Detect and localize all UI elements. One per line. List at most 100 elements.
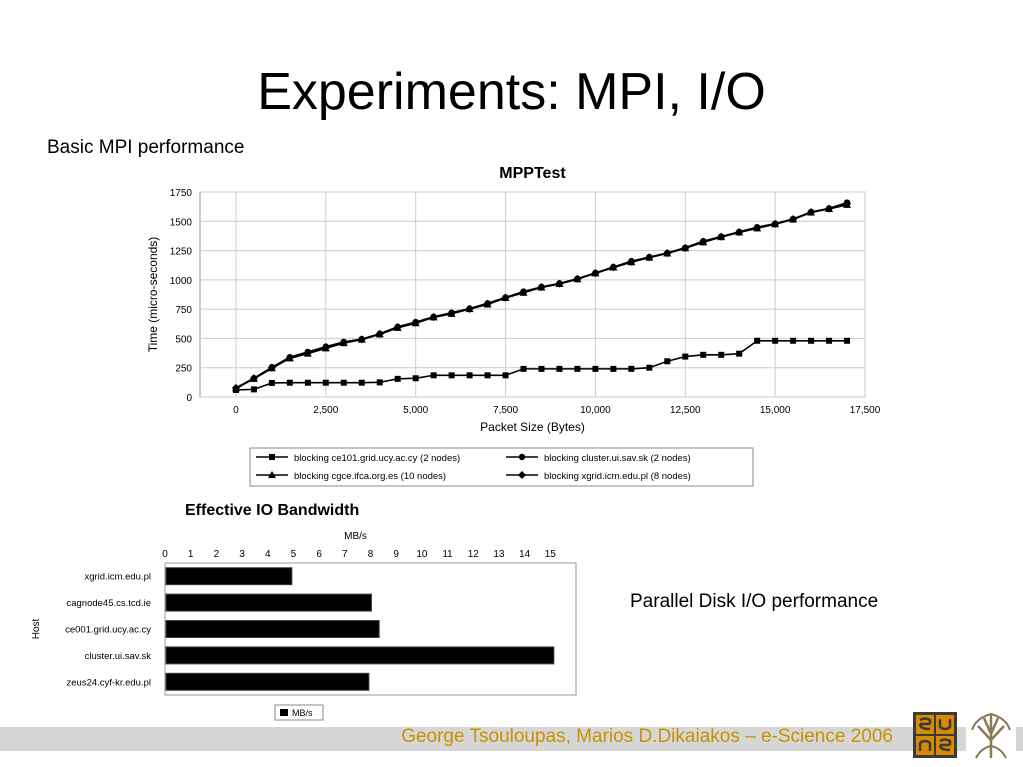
bar-x-tick-label: 6	[316, 549, 322, 560]
data-point	[411, 318, 420, 327]
bar-category-label: cluster.ui.sav.sk	[85, 651, 152, 662]
data-point	[609, 263, 618, 272]
data-point	[556, 365, 563, 372]
x-tick-label: 12,500	[670, 405, 701, 416]
bar-legend-label: MB/s	[292, 708, 313, 718]
data-point	[286, 379, 293, 386]
legend-marker	[518, 453, 526, 461]
data-point	[267, 363, 276, 372]
data-point	[843, 199, 852, 208]
data-point	[591, 269, 600, 278]
x-tick-label: 0	[233, 405, 239, 416]
data-point	[483, 299, 492, 308]
data-point	[807, 208, 816, 217]
data-point	[681, 243, 690, 252]
data-point	[574, 365, 581, 372]
data-point	[645, 253, 654, 262]
bar-x-tick-label: 8	[368, 549, 374, 560]
data-point	[466, 372, 473, 379]
legend-label: blocking cluster.ui.sav.sk (2 nodes)	[544, 453, 691, 464]
bar-x-tick-label: 1	[188, 549, 194, 560]
x-tick-label: 17,500	[850, 405, 880, 416]
bar	[165, 672, 370, 691]
line-chart-legend: blocking ce101.grid.ucy.ac.cy (2 nodes) b…	[249, 447, 754, 487]
data-point	[573, 274, 582, 283]
data-point	[285, 353, 294, 362]
data-point	[663, 249, 672, 258]
data-point	[519, 288, 528, 297]
data-point	[249, 374, 258, 383]
data-point	[826, 337, 833, 344]
bar-legend-swatch	[280, 709, 288, 716]
legend-label: blocking xgrid.icm.edu.pl (8 nodes)	[544, 471, 691, 482]
data-point	[717, 232, 726, 241]
y-tick-label: 0	[186, 393, 192, 404]
data-point	[790, 337, 797, 344]
data-point	[465, 304, 474, 313]
data-point	[646, 364, 653, 371]
data-point	[357, 335, 366, 344]
data-point	[520, 365, 527, 372]
data-point	[772, 337, 779, 344]
y-tick-label: 750	[175, 305, 192, 316]
data-point	[699, 237, 708, 246]
data-point	[340, 379, 347, 386]
legend-marker	[268, 471, 276, 478]
egee-logo-icon	[913, 712, 957, 758]
mpptest-line-chart: MPPTest 0 2,500 5,000 7,500 10,000 12,500 15,00…	[146, 165, 880, 487]
bar-x-tick-label: 11	[442, 549, 453, 560]
bar	[165, 620, 380, 638]
mpi-subtitle: Basic MPI performance	[47, 137, 245, 158]
data-point	[610, 365, 617, 372]
footer-credit: George Tsouloupas, Marios D.Dikaiakos – …	[401, 726, 893, 747]
series-0	[232, 337, 851, 393]
data-point	[718, 351, 725, 358]
y-tick-label: 1250	[170, 247, 193, 258]
data-point	[250, 386, 257, 393]
data-point	[430, 372, 437, 379]
series-3	[231, 199, 852, 392]
legend-marker	[518, 471, 526, 479]
data-point	[394, 375, 401, 382]
bar-x-tick-label: 2	[214, 549, 220, 560]
data-point	[447, 309, 456, 318]
data-point	[844, 337, 851, 344]
bar-x-tick-label: 13	[493, 549, 505, 560]
data-point	[322, 379, 329, 386]
bar-legend-box	[274, 704, 324, 721]
legend-marker	[269, 454, 275, 460]
x-tick-label: 5,000	[403, 405, 428, 416]
legend-label: blocking cgce.ifca.org.es (10 nodes)	[294, 471, 446, 482]
y-tick-label: 1500	[170, 217, 193, 228]
data-point	[592, 365, 599, 372]
y-tick-label: 500	[175, 334, 192, 345]
data-point	[700, 351, 707, 358]
data-point	[789, 215, 798, 224]
bar-x-tick-label: 12	[468, 549, 480, 560]
data-point	[555, 279, 564, 288]
bar-x-tick-label: 3	[239, 549, 245, 560]
x-axis-label: Packet Size (Bytes)	[480, 420, 585, 434]
data-point	[393, 323, 402, 332]
bar-x-tick-label: 0	[162, 549, 168, 560]
bar-x-tick-label: 15	[545, 549, 557, 560]
data-point	[753, 223, 762, 232]
data-point	[628, 365, 635, 372]
legend-label: blocking ce101.grid.ucy.ac.cy (2 nodes)	[294, 453, 460, 464]
data-point	[231, 383, 240, 392]
line-chart-title: MPPTest	[499, 165, 566, 182]
bar-x-tick-label: 14	[519, 549, 531, 560]
bar-category-label: ce001.grid.ucy.ac.cy	[65, 625, 151, 636]
y-tick-label: 250	[175, 364, 192, 375]
x-tick-label: 10,000	[580, 405, 611, 416]
data-point	[627, 257, 636, 266]
data-point	[412, 375, 419, 382]
legend-box	[249, 447, 754, 487]
data-point	[502, 372, 509, 379]
bar-x-tick-label: 5	[291, 549, 297, 560]
data-point	[321, 343, 330, 352]
bar-category-label: cagnode45.cs.tcd.ie	[66, 598, 151, 609]
y-tick-label: 1000	[170, 276, 193, 287]
bar-category-label: zeus24.cyf-kr.edu.pl	[67, 677, 152, 688]
